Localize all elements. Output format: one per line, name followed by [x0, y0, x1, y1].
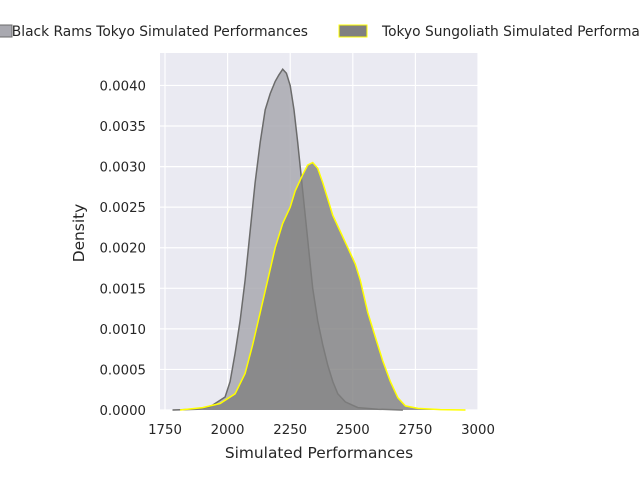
x-tick-label: 3000	[461, 423, 495, 438]
legend-label-black-rams: Black Rams Tokyo Simulated Performances	[12, 24, 308, 40]
y-tick-label: 0.0015	[99, 282, 146, 297]
x-tick-label: 2750	[398, 423, 432, 438]
y-tick-label: 0.0025	[99, 201, 146, 216]
y-axis-label: Density	[70, 204, 88, 263]
y-tick-label: 0.0035	[99, 120, 146, 135]
x-tick-label: 2000	[211, 423, 245, 438]
x-axis-label: Simulated Performances	[225, 444, 413, 462]
y-tick-label: 0.0030	[99, 161, 146, 176]
legend-label-tokyo-sungoliath: Tokyo Sungoliath Simulated Performances	[381, 24, 640, 40]
y-tick-label: 0.0010	[99, 323, 146, 338]
y-tick-label: 0.0000	[99, 404, 146, 419]
x-tick-label: 2500	[336, 423, 370, 438]
y-tick-label: 0.0005	[99, 363, 146, 378]
density-series	[172, 67, 466, 411]
x-tick-label: 2250	[273, 423, 307, 438]
legend-swatch-black-rams	[0, 24, 13, 38]
tokyo-sungoliath-density-line	[179, 161, 466, 411]
y-tick-label: 0.0040	[99, 79, 146, 94]
tick-labels: 1750 2000 2250 2500 2750 3000 0.0000 0.0005 0.00…	[99, 79, 494, 438]
x-tick-label: 1750	[148, 423, 182, 438]
legend-swatch-tokyo-sungoliath	[338, 24, 368, 38]
legend: Black Rams Tokyo Simulated Performances …	[0, 24, 640, 40]
y-tick-label: 0.0020	[99, 242, 146, 257]
tokyo-sungoliath-density-area	[180, 162, 466, 410]
